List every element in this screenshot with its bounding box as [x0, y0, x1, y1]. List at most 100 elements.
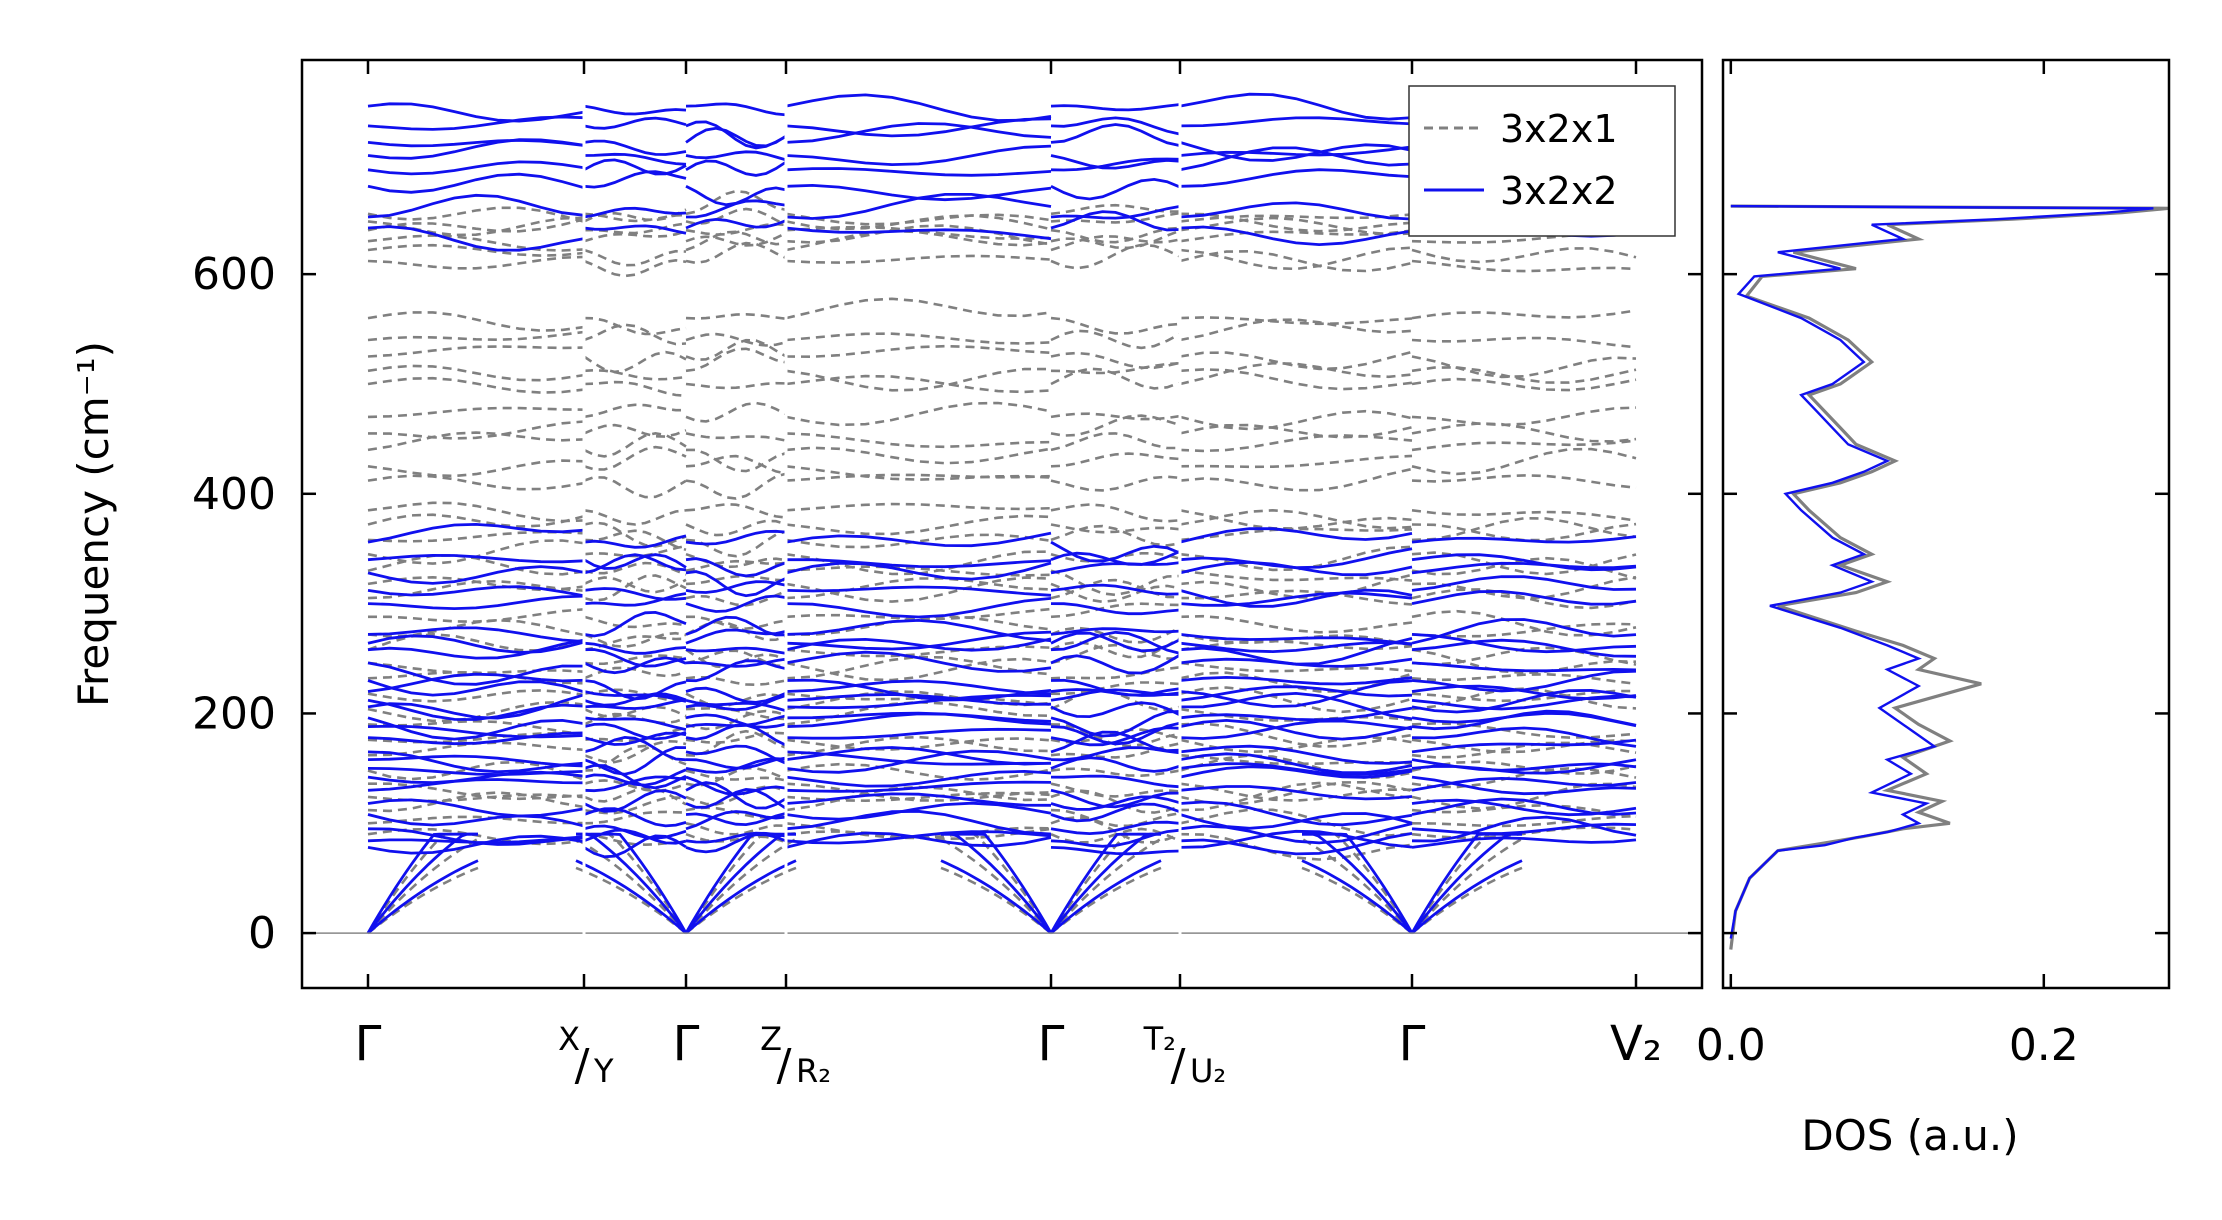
optical-band — [367, 459, 585, 478]
optical-band — [685, 833, 787, 854]
optical-band — [685, 812, 787, 827]
optical-band — [1179, 679, 1413, 708]
optical-band — [1050, 367, 1181, 390]
optical-band — [583, 104, 687, 116]
optical-band — [1050, 234, 1181, 252]
optical-band — [785, 780, 1052, 793]
y-tick-label: 200 — [192, 688, 276, 739]
optical-band — [367, 102, 585, 123]
optical-band — [785, 374, 1052, 394]
optical-band — [1050, 795, 1181, 811]
optical-band — [685, 570, 787, 598]
optical-band — [583, 716, 687, 731]
optical-band — [685, 713, 787, 729]
optical-band — [367, 834, 585, 855]
optical-band — [685, 714, 787, 728]
optical-band — [367, 724, 585, 739]
optical-band — [367, 661, 585, 686]
optical-band — [785, 122, 1052, 144]
optical-band — [367, 767, 585, 776]
optical-band — [1411, 822, 1637, 835]
x-tick-label: Γ — [673, 1016, 700, 1072]
optical-band — [1411, 422, 1637, 443]
x-tick-label-slash: / — [575, 1040, 590, 1091]
optical-band — [785, 514, 1052, 536]
optical-band — [367, 218, 585, 233]
optical-band — [1050, 802, 1181, 823]
optical-band — [1050, 157, 1181, 172]
y-tick-label: 400 — [192, 469, 276, 520]
optical-band — [1179, 832, 1413, 861]
optical-band — [785, 830, 1052, 845]
optical-band — [785, 679, 1052, 695]
optical-band — [685, 217, 787, 230]
legend: 3x2x1 3x2x2 — [1408, 85, 1676, 237]
optical-band — [583, 768, 687, 787]
optical-band — [1411, 722, 1637, 739]
optical-band — [583, 534, 687, 549]
optical-band — [367, 522, 585, 544]
optical-band — [1411, 377, 1637, 392]
optical-band — [1050, 678, 1181, 697]
optical-band — [1050, 432, 1180, 452]
optical-band — [583, 705, 687, 718]
segment-boundaries — [582, 60, 1182, 988]
optical-band — [785, 432, 1052, 449]
optical-band — [583, 258, 687, 278]
optical-band — [1411, 672, 1637, 686]
optical-band — [1179, 212, 1413, 233]
optical-band — [1050, 701, 1181, 719]
optical-band — [685, 454, 787, 475]
optical-band — [1050, 710, 1181, 738]
optical-band — [1411, 741, 1637, 759]
optical-band — [367, 193, 585, 219]
optical-band — [367, 698, 585, 721]
optical-band — [583, 722, 687, 741]
optical-band — [583, 475, 687, 499]
optical-band — [367, 345, 585, 358]
optical-band — [367, 376, 585, 394]
optical-band — [1050, 721, 1181, 746]
optical-band — [1179, 361, 1413, 386]
optical-band — [367, 791, 585, 813]
optical-band — [785, 93, 1052, 122]
optical-band — [583, 445, 687, 471]
optical-band — [785, 446, 1052, 465]
optical-band — [1179, 116, 1413, 128]
optical-band — [583, 574, 687, 602]
optical-band — [785, 576, 1052, 603]
optical-band — [685, 401, 787, 423]
optical-band — [1050, 523, 1181, 534]
optical-band — [786, 558, 1052, 569]
optical-band — [1179, 508, 1413, 530]
optical-band — [1179, 527, 1413, 542]
optical-band — [1050, 782, 1181, 798]
optical-band — [1411, 798, 1637, 817]
optical-band — [785, 801, 1052, 821]
optical-band — [1411, 259, 1637, 273]
optical-band — [583, 316, 687, 336]
optical-band — [1179, 409, 1413, 431]
optical-band — [1179, 467, 1413, 492]
band-lines — [366, 88, 1637, 935]
optical-band — [685, 594, 787, 613]
optical-band — [1179, 780, 1413, 806]
x-tick-label: V₂ — [1610, 1016, 1662, 1072]
acoustic-branch — [1302, 832, 1414, 934]
optical-band — [1179, 785, 1413, 801]
optical-band — [1050, 846, 1181, 856]
optical-band — [785, 183, 1052, 202]
optical-band — [1050, 329, 1181, 350]
optical-band — [367, 330, 585, 342]
optical-band — [1179, 762, 1413, 776]
x-tick-label-lower: Y — [593, 1052, 614, 1090]
acoustic-branch — [367, 837, 479, 934]
optical-band — [1179, 753, 1413, 766]
optical-band — [1411, 814, 1637, 828]
optical-band — [685, 230, 787, 252]
optical-band — [1411, 336, 1637, 349]
optical-band — [1050, 412, 1181, 421]
optical-band — [1179, 637, 1413, 666]
y-axis-label: Frequency (cm⁻¹) — [69, 341, 118, 707]
optical-band — [1050, 666, 1181, 680]
